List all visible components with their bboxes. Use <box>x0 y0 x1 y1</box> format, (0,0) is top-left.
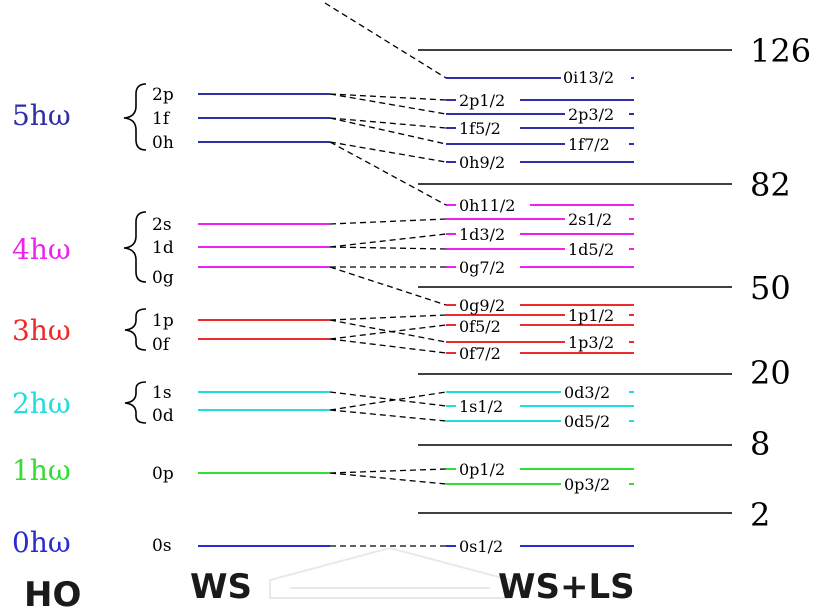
label-bg <box>456 226 520 243</box>
connector-1s1-2 <box>329 391 447 407</box>
magic-number-8: 8 <box>750 425 770 463</box>
shell-label-1hw: 1hω <box>12 454 71 487</box>
ws-label-0g: 0g <box>152 268 174 288</box>
ws-label-1s: 1s <box>152 383 172 403</box>
ls-label-0p3-2: 0p3/2 <box>564 475 610 494</box>
connector-2p3-2 <box>329 93 447 115</box>
connector-0d3-2 <box>329 391 447 411</box>
magic-number-50: 50 <box>750 269 791 307</box>
connector-0i13-2 <box>324 2 447 79</box>
label-bg <box>456 259 520 276</box>
ls-label-0f7-2: 0f7/2 <box>459 344 501 363</box>
ws-label-0d: 0d <box>152 406 174 426</box>
ls-label-2s1-2: 2s1/2 <box>568 210 612 229</box>
magic-number-2: 2 <box>750 496 770 534</box>
ls-label-0d5-2: 0d5/2 <box>564 412 610 431</box>
connector-0g9-2 <box>329 266 447 306</box>
label-bg <box>456 92 520 109</box>
ls-label-0h11-2: 0h11/2 <box>459 196 515 215</box>
ws-label-0p: 0p <box>152 464 174 484</box>
ws-label-1d: 1d <box>152 238 174 258</box>
label-bg <box>456 197 530 214</box>
connector-1d3-2 <box>329 233 447 248</box>
shell-label-4hw: 4hω <box>12 233 71 266</box>
label-bg <box>561 384 629 401</box>
magic-number-126: 126 <box>750 32 811 70</box>
label-bg <box>561 476 629 493</box>
ws-label-2p: 2p <box>152 85 174 105</box>
connector-1f5-2 <box>329 117 447 129</box>
ws-label-0s: 0s <box>152 536 172 556</box>
connector-1p3-2 <box>329 319 447 343</box>
label-bg <box>565 241 629 258</box>
ls-label-0g9-2: 0g9/2 <box>459 296 505 315</box>
splitting-connectors <box>324 2 447 547</box>
shell-label-5hw: 5hω <box>12 99 71 132</box>
ls-label-1f5-2: 1f5/2 <box>459 119 501 138</box>
label-bg <box>456 398 520 415</box>
ls-label-1s1-2: 1s1/2 <box>459 397 503 416</box>
label-bg <box>565 334 629 351</box>
label-bg <box>565 211 629 228</box>
connector-0f5-2 <box>329 324 447 340</box>
ls-label-0d3-2: 0d3/2 <box>564 383 610 402</box>
magic-number-82: 82 <box>750 166 791 204</box>
ls-label-0f5-2: 0f5/2 <box>459 317 501 336</box>
ws-label-1f: 1f <box>152 109 171 129</box>
connector-0d5-2 <box>329 409 447 422</box>
shell-label-3hw: 3hω <box>12 314 71 347</box>
connector-0p3-2 <box>329 472 447 485</box>
connector-1d5-2 <box>329 246 447 250</box>
ls-label-0i13-2: 0i13/2 <box>563 68 614 87</box>
label-bg <box>456 538 520 555</box>
column-title-ws-ls: WS+LS <box>498 567 635 607</box>
shell-label-2hw: 2hω <box>12 387 71 420</box>
ls-label-0s1-2: 0s1/2 <box>459 537 503 556</box>
column-title-ho: HO <box>24 575 81 612</box>
ls-label-1p3-2: 1p3/2 <box>568 333 614 352</box>
ls-label-0g7-2: 0g7/2 <box>459 258 505 277</box>
watermark <box>269 546 511 599</box>
label-bg <box>456 120 520 137</box>
label-bg <box>561 69 631 86</box>
ws-label-2s: 2s <box>152 215 172 235</box>
label-bg <box>456 345 520 362</box>
brace-5hw <box>123 83 147 151</box>
ls-label-2p3-2: 2p3/2 <box>568 105 614 124</box>
ws-label-0f: 0f <box>152 335 171 355</box>
label-bg <box>456 297 520 314</box>
label-bg <box>565 136 629 153</box>
ls-label-2p1-2: 2p1/2 <box>459 91 505 110</box>
label-bg <box>561 413 629 430</box>
magic-number-20: 20 <box>750 354 791 392</box>
ls-label-0p1-2: 0p1/2 <box>459 460 505 479</box>
ls-label-1p1-2: 1p1/2 <box>568 306 614 325</box>
column-title-ws: WS <box>190 567 252 607</box>
brace-2hw <box>124 381 147 424</box>
connector-0p1-2 <box>329 468 447 474</box>
label-bg <box>565 307 629 324</box>
ls-label-0h9-2: 0h9/2 <box>459 153 505 172</box>
label-bg <box>565 106 629 123</box>
connector-2p1-2 <box>329 93 447 101</box>
ws-label-0h: 0h <box>152 133 174 153</box>
ls-label-1d5-2: 1d5/2 <box>568 240 614 259</box>
ls-label-1d3-2: 1d3/2 <box>459 225 505 244</box>
connector-0h11-2 <box>329 141 447 206</box>
ls-label-1f7-2: 1f7/2 <box>568 135 610 154</box>
connector-1f7-2 <box>329 117 447 145</box>
shell-label-0hw: 0hω <box>12 526 71 559</box>
label-bg <box>456 318 520 335</box>
connector-1p1-2 <box>329 314 447 321</box>
label-bg <box>456 154 520 171</box>
connector-2s1-2 <box>329 218 447 225</box>
brace-4hw <box>123 211 147 283</box>
brace-3hw <box>124 308 147 351</box>
label-bg <box>456 461 520 478</box>
ws-label-1p: 1p <box>152 311 174 331</box>
group-braces <box>123 83 147 424</box>
connector-0f7-2 <box>329 338 447 354</box>
